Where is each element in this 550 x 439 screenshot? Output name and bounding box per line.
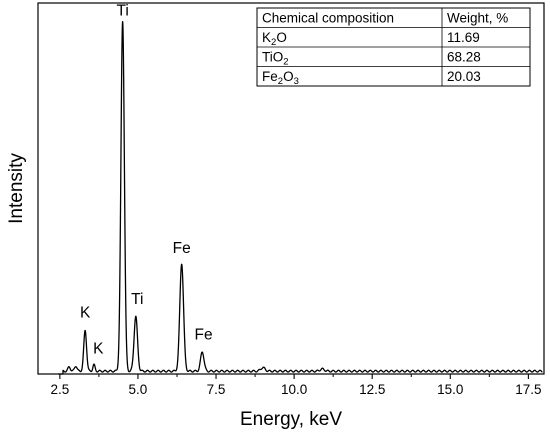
x-tick-label: 5.0 — [129, 382, 148, 397]
peak-label-fe: Fe — [194, 326, 212, 343]
table-cell-weight: 11.69 — [447, 30, 480, 45]
x-tick-label: 15.0 — [437, 382, 463, 397]
table-cell-weight: 68.28 — [447, 50, 481, 65]
peak-labels: K K Ti Ti Fe Fe — [80, 2, 213, 357]
peak-label-k: K — [80, 304, 91, 321]
x-axis-ticks — [59, 374, 529, 379]
y-axis-title: Intensity — [6, 153, 27, 224]
table-cell-formula: TiO2 — [262, 50, 289, 68]
peak-label-k: K — [93, 341, 104, 358]
x-tick-label: 7.5 — [207, 382, 226, 397]
x-tick-label: 10.0 — [281, 382, 307, 397]
peak-label-fe: Fe — [173, 240, 191, 257]
composition-table: Chemical composition Weight, % K2O 11.69 TiO… — [256, 7, 531, 87]
x-axis-title: Energy, keV — [240, 409, 342, 430]
peak-label-ti: Ti — [116, 2, 128, 19]
table-header-composition: Chemical composition — [262, 11, 394, 26]
peak-label-ti: Ti — [131, 291, 143, 308]
table-cell-formula: Fe2O3 — [262, 69, 299, 87]
x-tick-label: 17.5 — [515, 382, 541, 397]
table-cell-formula: K2O — [262, 30, 287, 48]
plot-border — [37, 2, 545, 375]
x-tick-label: 12.5 — [359, 382, 385, 397]
x-axis-tick-labels: 2.5 5.0 7.5 10.0 12.5 15.0 17.5 — [50, 382, 541, 397]
spectrum-line — [57, 21, 543, 375]
x-tick-label: 2.5 — [50, 382, 69, 397]
table-cell-weight: 20.03 — [447, 69, 481, 84]
table-header-weight: Weight, % — [447, 11, 508, 26]
plot-frame — [37, 2, 545, 375]
